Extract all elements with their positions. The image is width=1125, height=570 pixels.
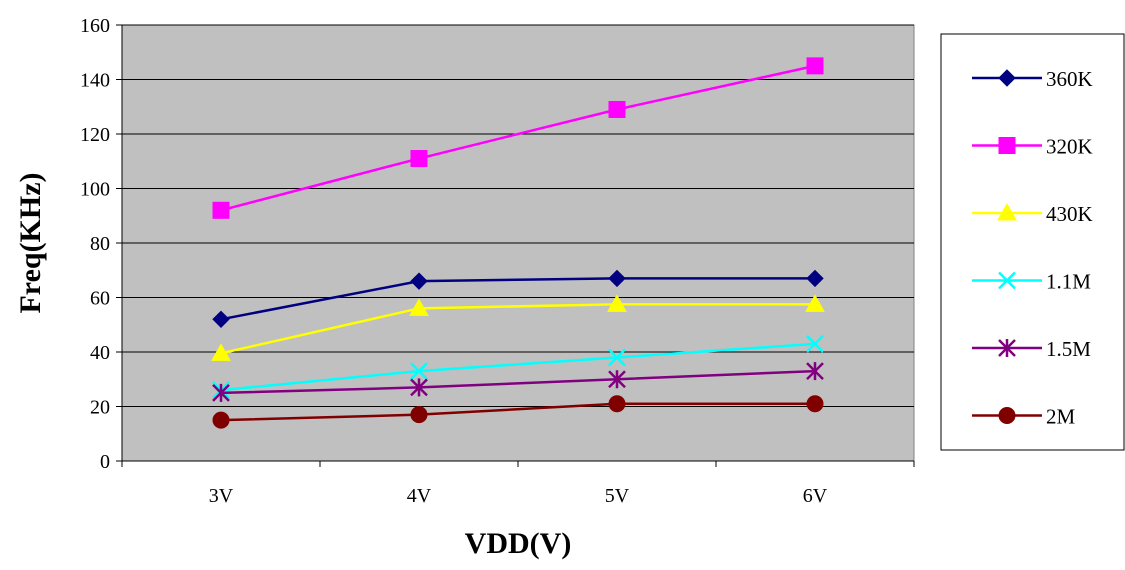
y-tick-label: 60	[90, 288, 110, 310]
series-320k	[212, 57, 824, 219]
legend-marker	[998, 407, 1016, 424]
legend-label: 430K	[1046, 202, 1093, 226]
data-point	[608, 370, 626, 389]
legend-marker	[997, 202, 1017, 221]
data-point	[608, 348, 626, 367]
y-tick-label: 40	[90, 342, 110, 364]
legend-item: 320K	[972, 135, 1093, 159]
legend-label: 1.1M	[1046, 270, 1091, 294]
y-tick-label: 140	[80, 70, 110, 92]
legend-box	[940, 33, 1125, 451]
series-line	[220, 277, 815, 321]
y-tick-label: 0	[100, 451, 110, 473]
legend-label: 360K	[1046, 67, 1093, 91]
axes: 0 20 40 60 80 100 120 140 160 3V 4V 5V 6V	[80, 15, 915, 507]
series-line	[220, 342, 816, 392]
x-tick-label: 4V	[407, 485, 432, 507]
y-tick-label: 80	[90, 233, 110, 255]
legend-item: 1.1M	[972, 270, 1091, 294]
data-point	[806, 334, 824, 353]
legend-marker	[998, 271, 1016, 290]
y-axis-title: Freq(KHz)	[14, 172, 47, 313]
series-line	[220, 369, 816, 395]
legend: 360K 320K 430K 1.1M 1.5M 2M	[940, 33, 1125, 451]
data-point	[410, 378, 428, 397]
y-tick-label: 20	[90, 397, 110, 419]
data-point	[608, 395, 626, 413]
data-point	[212, 310, 230, 329]
data-point	[211, 343, 231, 361]
data-point	[805, 294, 825, 312]
data-point	[806, 57, 824, 75]
data-point	[608, 100, 626, 118]
series-line	[220, 402, 815, 422]
legend-marker	[998, 137, 1016, 154]
legend-label: 320K	[1046, 135, 1093, 159]
data-point	[410, 272, 428, 290]
legend-item: 430K	[972, 202, 1093, 226]
legend-label: 1.5M	[1046, 337, 1091, 361]
legend-marker	[998, 69, 1016, 87]
x-tick-label: 5V	[605, 485, 630, 507]
data-point	[212, 383, 230, 402]
series-line	[220, 303, 815, 355]
data-point	[409, 298, 429, 316]
legend-item: 360K	[972, 67, 1093, 91]
legend-label: 2M	[1046, 405, 1076, 429]
x-axis-title: VDD(V)	[465, 527, 572, 560]
data-point	[212, 411, 230, 429]
series-430k	[211, 294, 825, 361]
series-1-5m	[212, 362, 824, 402]
series-360k	[212, 269, 824, 329]
y-tick-label: 160	[80, 15, 110, 37]
legend-marker	[998, 339, 1016, 357]
y-tick-label: 100	[80, 179, 110, 201]
data-point	[806, 269, 824, 288]
legend-item: 2M	[972, 405, 1076, 429]
data-point	[806, 362, 824, 381]
data-point	[410, 150, 428, 168]
x-tick-label: 6V	[803, 485, 828, 507]
series-layer	[211, 57, 825, 429]
data-point	[607, 294, 627, 312]
y-tick-label: 120	[80, 124, 110, 146]
x-tick-label: 3V	[209, 485, 234, 507]
series-line	[220, 64, 816, 212]
legend-item: 1.5M	[972, 337, 1091, 361]
series-2m	[212, 395, 824, 429]
data-point	[410, 406, 428, 424]
data-point	[806, 395, 824, 413]
data-point	[212, 201, 230, 219]
data-point	[410, 362, 428, 380]
data-point	[608, 269, 626, 288]
